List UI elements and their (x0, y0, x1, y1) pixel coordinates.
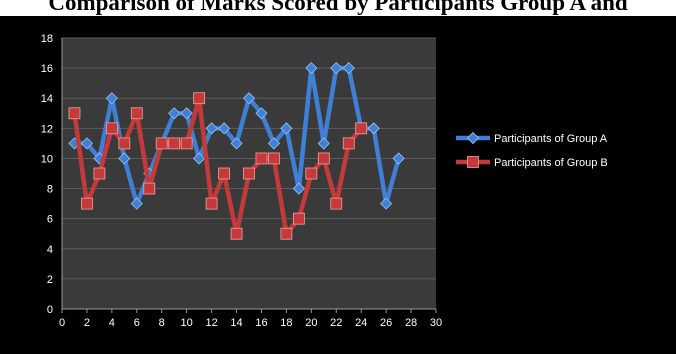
data-point (305, 62, 318, 75)
data-point (81, 197, 93, 210)
data-point (317, 137, 330, 150)
legend: Participants of Group A Participants of G… (456, 131, 608, 169)
data-point (255, 107, 268, 120)
data-point (193, 92, 206, 105)
data-point (367, 122, 380, 135)
data-point (180, 107, 193, 120)
legend-item: Participants of Group B (456, 156, 608, 169)
data-point (268, 152, 280, 165)
data-point (255, 152, 268, 165)
data-point (342, 62, 355, 75)
data-point (355, 122, 368, 135)
y-tick-label: 12 (41, 123, 53, 135)
legend-marker (466, 131, 480, 145)
chart-area: 0 2 4 6 8 10 12 14 16 18 0 2 4 6 8 10 12 14 16 18 20 22 24 26 28… (0, 16, 676, 354)
x-tick-label: 20 (305, 317, 317, 329)
y-tick-label: 2 (47, 274, 53, 286)
x-tick-label: 18 (280, 317, 292, 329)
y-tick-label: 10 (41, 153, 53, 165)
x-tick-label: 2 (84, 317, 90, 329)
x-tick-label: 26 (380, 317, 392, 329)
x-tick-label: 0 (59, 317, 65, 329)
data-point (130, 197, 143, 210)
data-point (317, 152, 330, 165)
data-point (205, 122, 218, 135)
data-point (155, 137, 168, 150)
data-point (93, 167, 106, 180)
x-tick-label: 16 (255, 317, 267, 329)
data-point (105, 92, 118, 105)
series-group-a (68, 62, 405, 210)
data-point (168, 107, 181, 120)
data-point (242, 92, 256, 105)
data-point (280, 122, 293, 135)
data-point (218, 167, 230, 180)
y-tick-label: 14 (41, 93, 53, 105)
x-tick-label: 28 (405, 317, 417, 329)
y-tick-label: 16 (41, 63, 53, 75)
legend-item: Participants of Group A (456, 131, 608, 145)
data-point (118, 152, 131, 165)
data-point (330, 197, 343, 210)
data-point (292, 212, 305, 225)
data-point (143, 182, 156, 195)
data-point (130, 107, 143, 120)
series-group-b (68, 92, 368, 240)
y-tick-label: 6 (47, 214, 53, 226)
data-point (267, 137, 280, 150)
data-point (118, 137, 131, 150)
x-tick-label: 6 (134, 317, 140, 329)
data-point (230, 227, 243, 240)
data-point (230, 137, 243, 150)
y-tick-label: 4 (47, 244, 53, 256)
data-point (218, 122, 231, 135)
data-point (305, 167, 318, 180)
data-point (180, 137, 193, 150)
x-tick-label: 4 (109, 317, 115, 329)
x-tick-label: 12 (205, 317, 217, 329)
x-tick-label: 30 (430, 317, 442, 329)
y-tick-label: 18 (41, 33, 53, 45)
legend-marker (467, 156, 479, 168)
x-tick-label: 8 (159, 317, 165, 329)
x-tick-label: 14 (230, 317, 242, 329)
x-tick-label: 22 (330, 317, 342, 329)
legend-label: Participants of Group B (494, 157, 608, 169)
data-point (392, 152, 405, 165)
chart-title: Comparison of Marks Scored by Participan… (48, 0, 628, 15)
data-point (243, 167, 255, 180)
data-point (280, 227, 293, 240)
x-tick-label: 24 (355, 317, 367, 329)
x-tick-label: 10 (181, 317, 193, 329)
data-point (105, 122, 118, 135)
data-point (205, 197, 218, 210)
data-point (168, 137, 181, 150)
data-point (342, 137, 355, 150)
y-tick-label: 0 (47, 304, 53, 316)
data-point (80, 137, 93, 150)
legend-label: Participants of Group A (494, 133, 608, 145)
data-point (68, 107, 81, 120)
data-point (193, 152, 206, 165)
series-layer (68, 62, 405, 240)
data-point (380, 197, 393, 210)
y-tick-label: 8 (47, 184, 53, 196)
data-point (330, 62, 343, 75)
data-point (292, 182, 305, 195)
